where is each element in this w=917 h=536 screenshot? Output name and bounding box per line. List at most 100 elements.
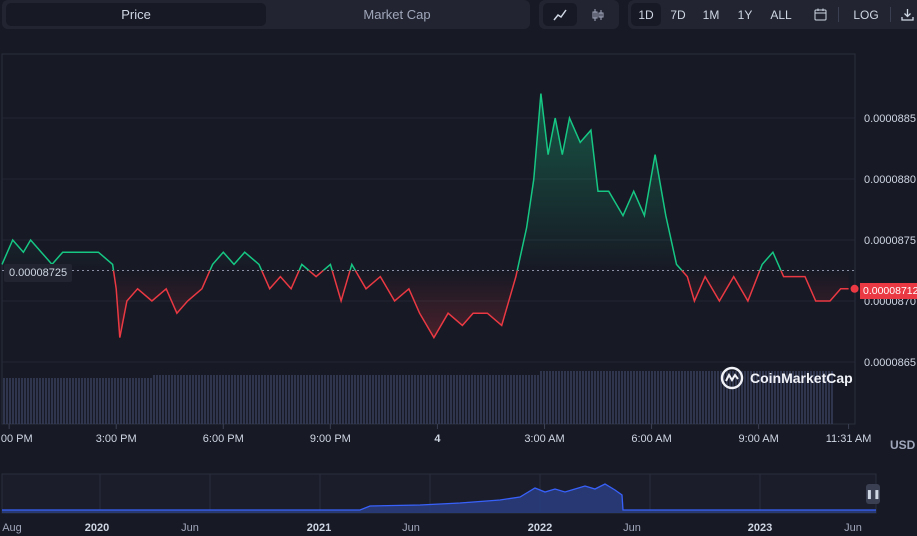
volume-bar xyxy=(666,371,668,424)
volume-bar xyxy=(126,378,128,424)
volume-bar xyxy=(825,371,827,424)
volume-bar xyxy=(744,371,746,424)
volume-bar xyxy=(447,375,449,424)
y-tick-label: 0.0000880 xyxy=(864,174,916,186)
volume-bar xyxy=(123,378,125,424)
volume-bar xyxy=(486,375,488,424)
volume-bar xyxy=(186,375,188,424)
navigator-x-label: 2023 xyxy=(748,522,772,534)
volume-bar xyxy=(465,375,467,424)
volume-bar xyxy=(165,375,167,424)
range-1d-button[interactable]: 1D xyxy=(631,3,661,26)
volume-bar xyxy=(618,371,620,424)
volume-bar xyxy=(294,375,296,424)
volume-bar xyxy=(681,371,683,424)
volume-bar xyxy=(438,375,440,424)
navigator-x-label: Jun xyxy=(623,522,641,534)
coinmarketcap-logo-icon xyxy=(720,366,744,390)
range-1y-button[interactable]: 1Y xyxy=(737,7,753,22)
volume-bar xyxy=(492,375,494,424)
volume-bar xyxy=(489,375,491,424)
volume-bar xyxy=(18,378,20,424)
volume-bar xyxy=(60,378,62,424)
candlestick-icon[interactable] xyxy=(581,3,615,26)
volume-bar xyxy=(282,375,284,424)
range-1m-button[interactable]: 1M xyxy=(702,7,720,22)
navigator-x-label: Jun xyxy=(402,522,420,534)
volume-bar xyxy=(180,375,182,424)
volume-bar xyxy=(258,375,260,424)
volume-bar xyxy=(114,378,116,424)
volume-bar xyxy=(717,371,719,424)
log-scale-toggle[interactable]: LOG xyxy=(853,7,879,22)
tab-price[interactable]: Price xyxy=(6,3,266,26)
volume-bar xyxy=(207,375,209,424)
volume-bar xyxy=(384,375,386,424)
range-all-button[interactable]: ALL xyxy=(770,7,792,22)
volume-bar xyxy=(777,371,779,424)
volume-bar xyxy=(516,375,518,424)
volume-bar xyxy=(510,375,512,424)
volume-bar xyxy=(639,371,641,424)
volume-bar xyxy=(729,371,731,424)
navigator-handle-icon[interactable]: ❚❚ xyxy=(865,484,881,504)
coinmarketcap-watermark: CoinMarketCap xyxy=(720,366,853,390)
volume-bar xyxy=(87,378,89,424)
range-navigator[interactable]: Aug 2020 Jun 2021 Jun 2022 Jun 2023 Jun xyxy=(1,473,877,534)
volume-bar xyxy=(561,371,563,424)
volume-bar xyxy=(15,378,17,424)
volume-bar xyxy=(804,371,806,424)
volume-bar xyxy=(111,378,113,424)
volume-bar xyxy=(387,375,389,424)
volume-bar xyxy=(156,375,158,424)
volume-bar xyxy=(141,378,143,424)
volume-bar xyxy=(462,375,464,424)
volume-bar xyxy=(342,375,344,424)
x-tick-label: 4 xyxy=(434,433,441,445)
volume-bar xyxy=(759,371,761,424)
download-icon[interactable] xyxy=(894,3,917,26)
volume-bar xyxy=(816,371,818,424)
volume-bar xyxy=(801,371,803,424)
volume-bar xyxy=(333,375,335,424)
range-7d-button[interactable]: 7D xyxy=(670,7,686,22)
volume-bar xyxy=(828,371,830,424)
volume-bar xyxy=(3,378,5,424)
volume-bar xyxy=(498,375,500,424)
volume-bar xyxy=(753,371,755,424)
price-area-up xyxy=(2,93,849,271)
volume-bar xyxy=(714,371,716,424)
volume-bar xyxy=(675,371,677,424)
volume-bar xyxy=(39,378,41,424)
y-tick-label: 0.0000875 xyxy=(864,235,916,247)
volume-bar xyxy=(411,375,413,424)
volume-bar xyxy=(30,378,32,424)
volume-bar xyxy=(135,378,137,424)
volume-bar xyxy=(813,371,815,424)
line-chart-icon[interactable] xyxy=(543,3,577,26)
volume-bar xyxy=(351,375,353,424)
volume-bar xyxy=(780,371,782,424)
volume-bar xyxy=(597,371,599,424)
volume-bar xyxy=(240,375,242,424)
volume-bar xyxy=(456,375,458,424)
x-tick-label: 3:00 PM xyxy=(96,433,137,445)
volume-bar xyxy=(537,375,539,424)
chart-type-switch xyxy=(539,0,619,29)
navigator-x-label: 2021 xyxy=(307,522,331,534)
volume-bar xyxy=(603,371,605,424)
volume-bar xyxy=(429,375,431,424)
volume-bar xyxy=(786,371,788,424)
volume-bar xyxy=(357,375,359,424)
volume-bar xyxy=(576,371,578,424)
tab-market-cap[interactable]: Market Cap xyxy=(363,7,431,22)
volume-bar xyxy=(372,375,374,424)
volume-bar xyxy=(543,371,545,424)
volume-bar xyxy=(720,371,722,424)
calendar-icon[interactable] xyxy=(808,3,832,26)
volume-bar xyxy=(72,378,74,424)
range-switch: 1D 7D 1M 1Y ALL LOG xyxy=(628,0,917,29)
volume-bar xyxy=(483,375,485,424)
volume-bar xyxy=(600,371,602,424)
